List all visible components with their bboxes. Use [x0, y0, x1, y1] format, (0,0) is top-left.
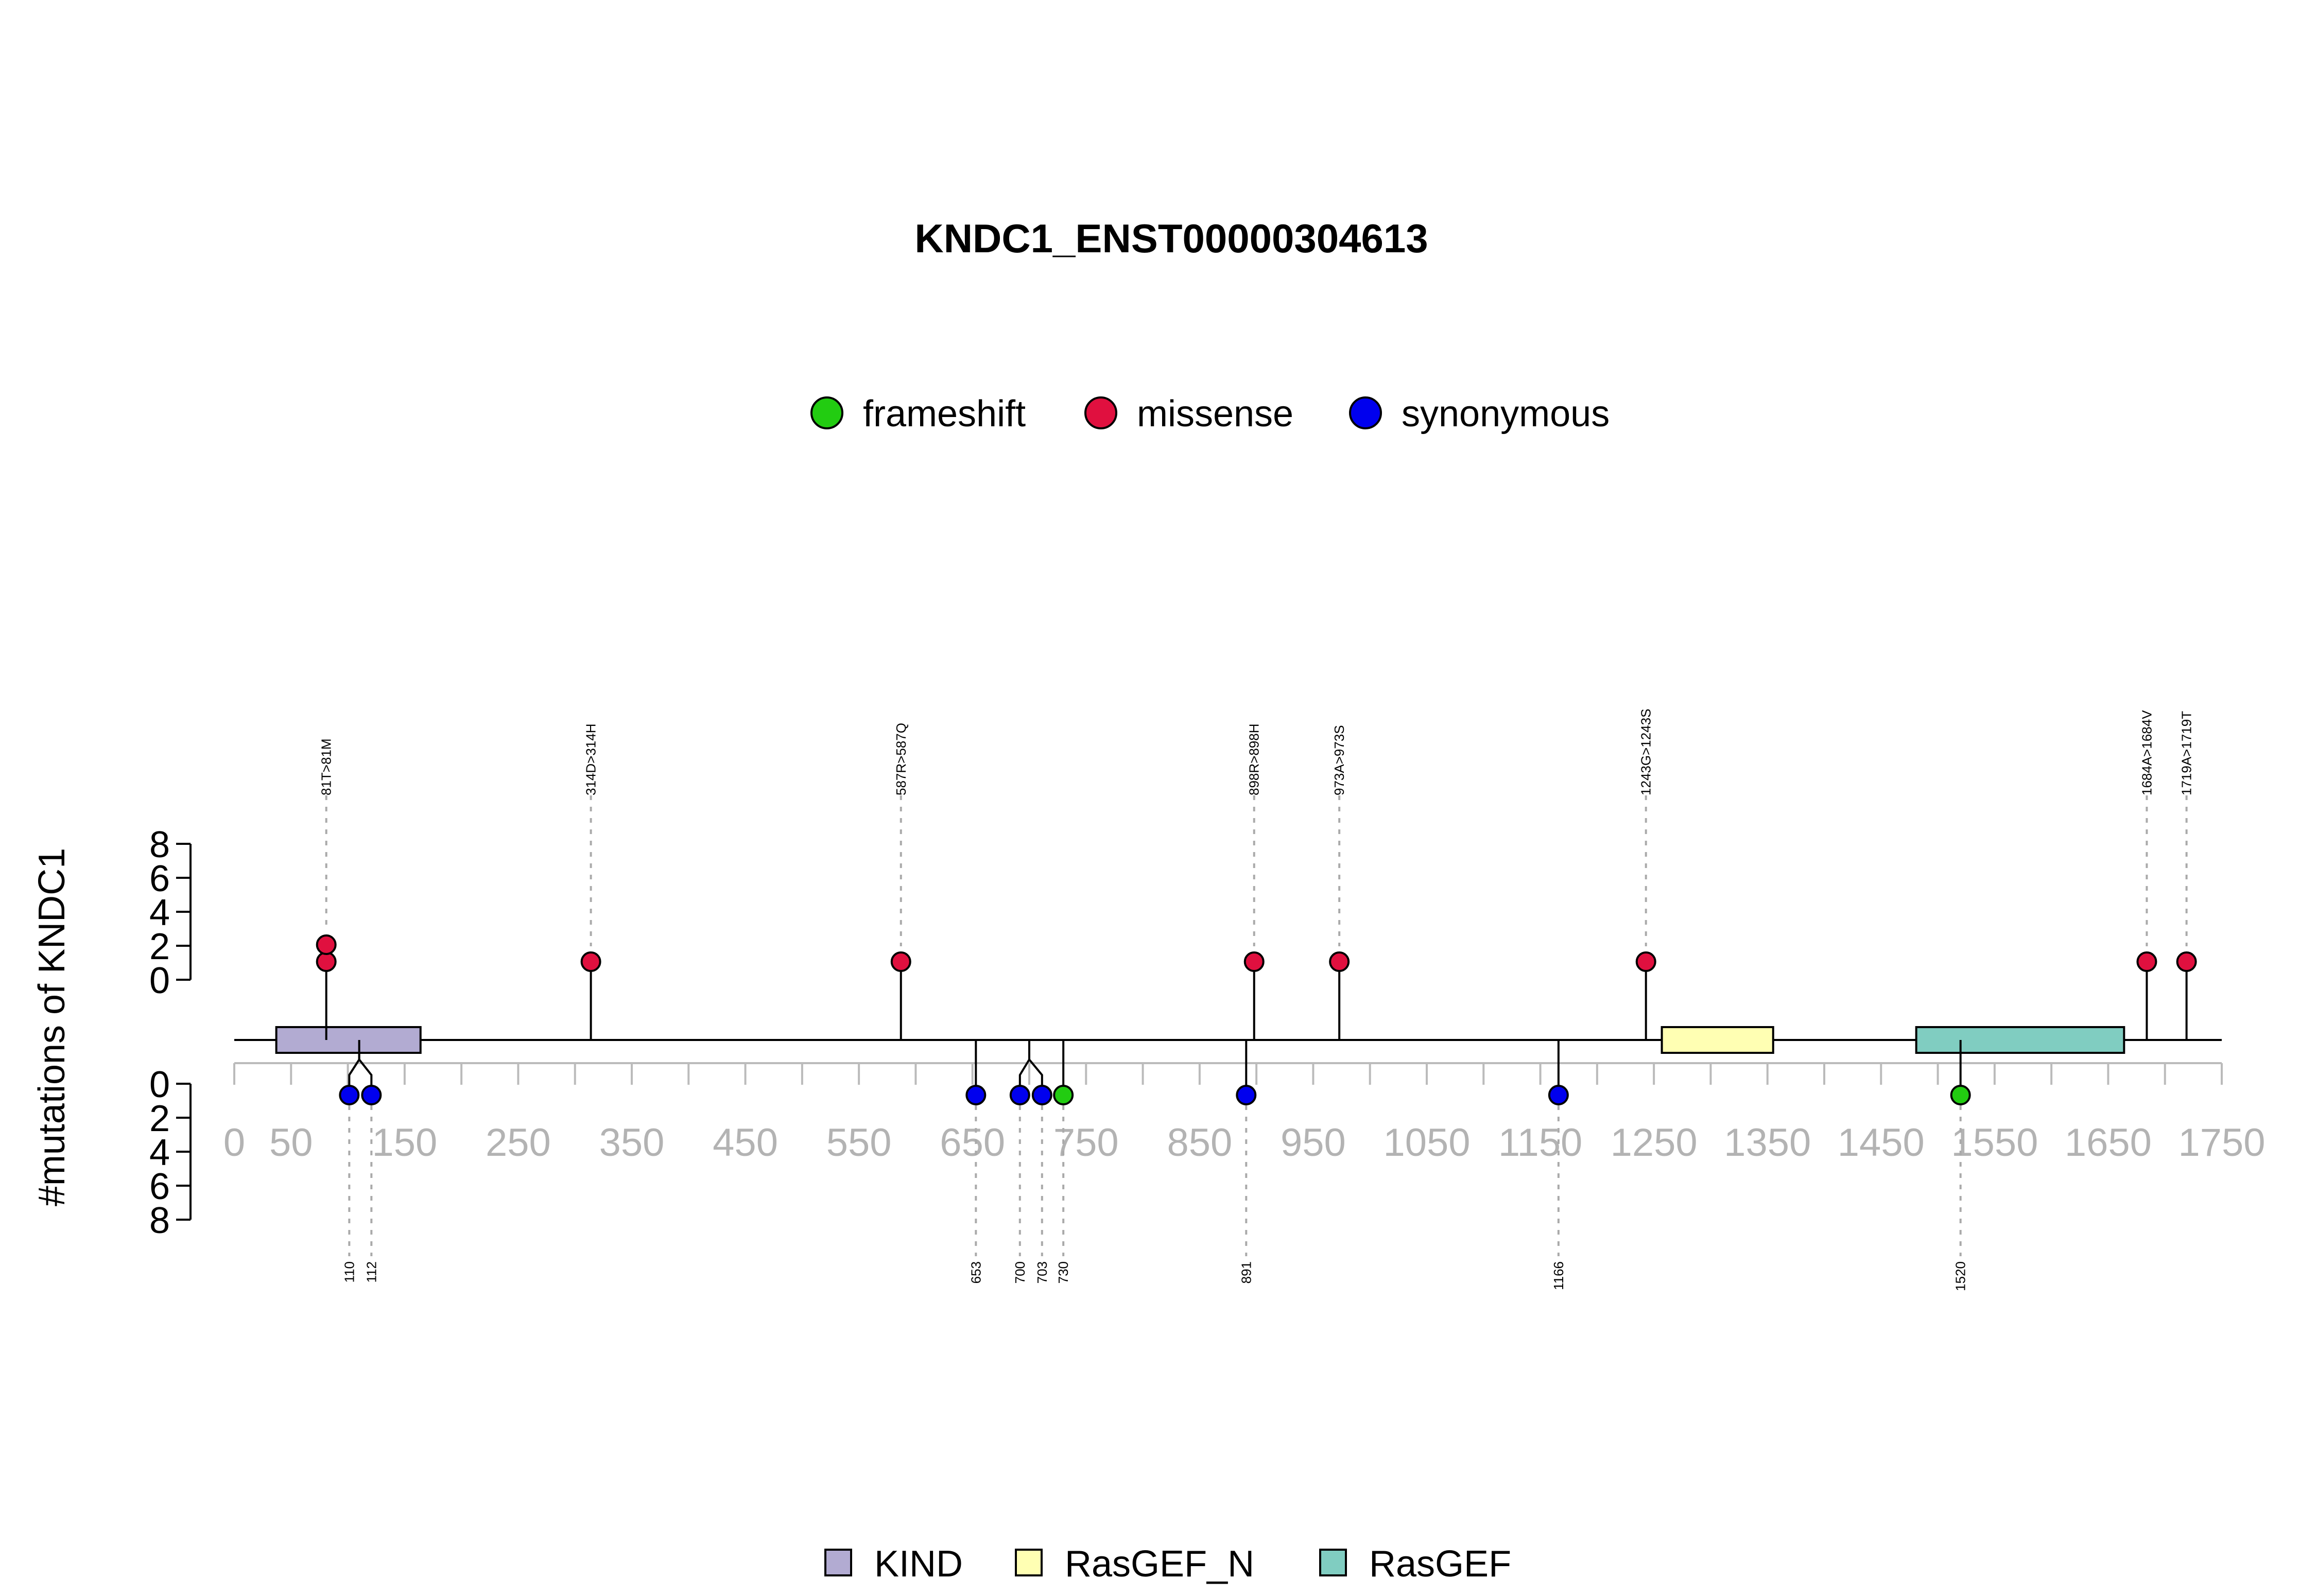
domain-kind — [275, 1026, 422, 1054]
chart-title: KNDC1_ENST00000304613 — [914, 216, 1428, 261]
lollipop-dot-730 — [1053, 1085, 1074, 1105]
mutation-label-898r-898h: 898R>898H — [1247, 724, 1262, 796]
lollipop-dot-1719a-1719t — [2176, 951, 2197, 972]
x-tick-label: 1650 — [2065, 1121, 2152, 1165]
lollipop-dot-1243g-1243s — [1635, 951, 1656, 972]
lollipops-bottom: 110 112 653 700 703 730 891 1166 1520 — [339, 1040, 1971, 1291]
lollipop-dot-700 — [1009, 1085, 1030, 1105]
legend-label-frameshift: frameshift — [863, 393, 1026, 435]
legend-swatch-rasgef — [1319, 1549, 1347, 1576]
mutation-label-703: 703 — [1034, 1261, 1050, 1283]
x-tick-label: 1550 — [1951, 1121, 2038, 1165]
y-tick-label-top: 2 — [149, 926, 170, 967]
mutation-label-730: 730 — [1056, 1261, 1071, 1283]
lollipop-dot-81t-81m — [316, 951, 337, 972]
x-tick-label: 250 — [486, 1121, 551, 1165]
x-tick-label: 150 — [372, 1121, 437, 1165]
domain-rasgef — [1915, 1026, 2125, 1054]
x-tick-label: 450 — [713, 1121, 778, 1165]
lollipop-dot-1520 — [1950, 1085, 1971, 1105]
x-tick-label: 350 — [599, 1121, 665, 1165]
mutation-label-973a-973s: 973A>973S — [1332, 725, 1347, 795]
lollipop-dot-587r-587q — [890, 951, 911, 972]
mutation-label-653: 653 — [968, 1261, 983, 1283]
lollipop-dot-898r-898h — [1243, 951, 1265, 972]
lollipop-dot-112 — [361, 1085, 382, 1105]
x-tick-label: 950 — [1281, 1121, 1346, 1165]
lollipop-dot-891 — [1236, 1085, 1257, 1105]
y-axis-label: #mutations of KNDC1 — [31, 848, 73, 1206]
x-tick-label: 50 — [269, 1121, 313, 1165]
legend-swatch-rasgef-n — [1015, 1549, 1043, 1576]
legend-label-synonymous: synonymous — [1402, 393, 1610, 435]
y-tick-label-top: 4 — [149, 892, 170, 933]
legend-label-missense: missense — [1137, 393, 1293, 435]
y-tick-label-bottom: 8 — [149, 1200, 170, 1241]
x-tick-label: 550 — [826, 1121, 892, 1165]
mutation-label-587r-587q: 587R>587Q — [893, 723, 909, 795]
mutation-label-81t-81m: 81T>81M — [319, 738, 334, 795]
y-tick-label-top: 6 — [149, 858, 170, 899]
legend-label-rasgef: RasGEF — [1369, 1543, 1511, 1585]
x-tick-label: 0 — [223, 1121, 245, 1165]
y-tick-label-bottom: 6 — [149, 1166, 170, 1207]
legend-marker-missense — [1084, 396, 1117, 429]
lollipop-dot-653 — [965, 1085, 987, 1105]
legend-marker-frameshift — [810, 396, 843, 429]
x-tick-label: 1250 — [1611, 1121, 1698, 1165]
lollipop-dot-1166 — [1548, 1085, 1569, 1105]
x-tick-label: 1750 — [2178, 1121, 2265, 1165]
x-tick-label: 1450 — [1838, 1121, 1925, 1165]
x-tick-label: 850 — [1167, 1121, 1232, 1165]
y-tick-label-top: 0 — [149, 960, 170, 1001]
legend-swatch-kind — [824, 1549, 852, 1576]
x-tick-label: 1350 — [1724, 1121, 1811, 1165]
lollipop-dot-110 — [339, 1085, 360, 1105]
y-tick-label-bottom: 4 — [149, 1132, 170, 1173]
mutation-label-700: 700 — [1012, 1261, 1028, 1283]
y-tick-label-top: 8 — [149, 824, 170, 865]
x-tick-label: 650 — [940, 1121, 1005, 1165]
lollipop-dot-1684a-1684v — [2136, 951, 2157, 972]
protein-backbone — [234, 1026, 2222, 1054]
mutation-type-legend: frameshift missense synonymous — [810, 393, 1610, 435]
x-axis: 0 50 150 250 350 450 550 650 750 850 950 1050 1150 12… — [223, 1062, 2266, 1165]
mutation-label-1684a-1684v: 1684A>1684V — [2139, 710, 2154, 795]
mutation-label-112: 112 — [364, 1261, 379, 1282]
lollipop-dot-81t-81m — [316, 934, 337, 955]
mutation-label-1243g-1243s: 1243G>1243S — [1638, 709, 1654, 795]
legend-label-rasgef-n: RasGEF_N — [1065, 1543, 1254, 1585]
mutation-label-110: 110 — [341, 1261, 357, 1282]
mutation-label-1166: 1166 — [1551, 1261, 1566, 1290]
x-tick-label: 1150 — [1498, 1121, 1582, 1165]
lollipop-dot-973a-973s — [1329, 951, 1350, 972]
mutation-label-891: 891 — [1238, 1261, 1254, 1283]
lollipops-top: 81T>81M 314D>314H 587R>587Q 898R>898H 973A>9… — [316, 709, 2197, 1040]
y-tick-label-bottom: 0 — [149, 1064, 170, 1105]
lollipop-dot-703 — [1031, 1085, 1052, 1105]
mutation-label-1719a-1719t: 1719A>1719T — [2179, 711, 2194, 795]
y-tick-label-bottom: 2 — [149, 1098, 170, 1139]
mutation-label-1520: 1520 — [1953, 1261, 1968, 1291]
domain-rasgef-n — [1661, 1026, 1774, 1054]
legend-marker-synonymous — [1349, 396, 1382, 429]
x-tick-label: 1050 — [1383, 1121, 1470, 1165]
domain-legend: KIND RasGEF_N RasGEF — [824, 1543, 1511, 1585]
mutation-label-314d-314h: 314D>314H — [583, 724, 599, 796]
legend-label-kind: KIND — [874, 1543, 963, 1585]
lollipop-dot-314d-314h — [580, 951, 601, 972]
